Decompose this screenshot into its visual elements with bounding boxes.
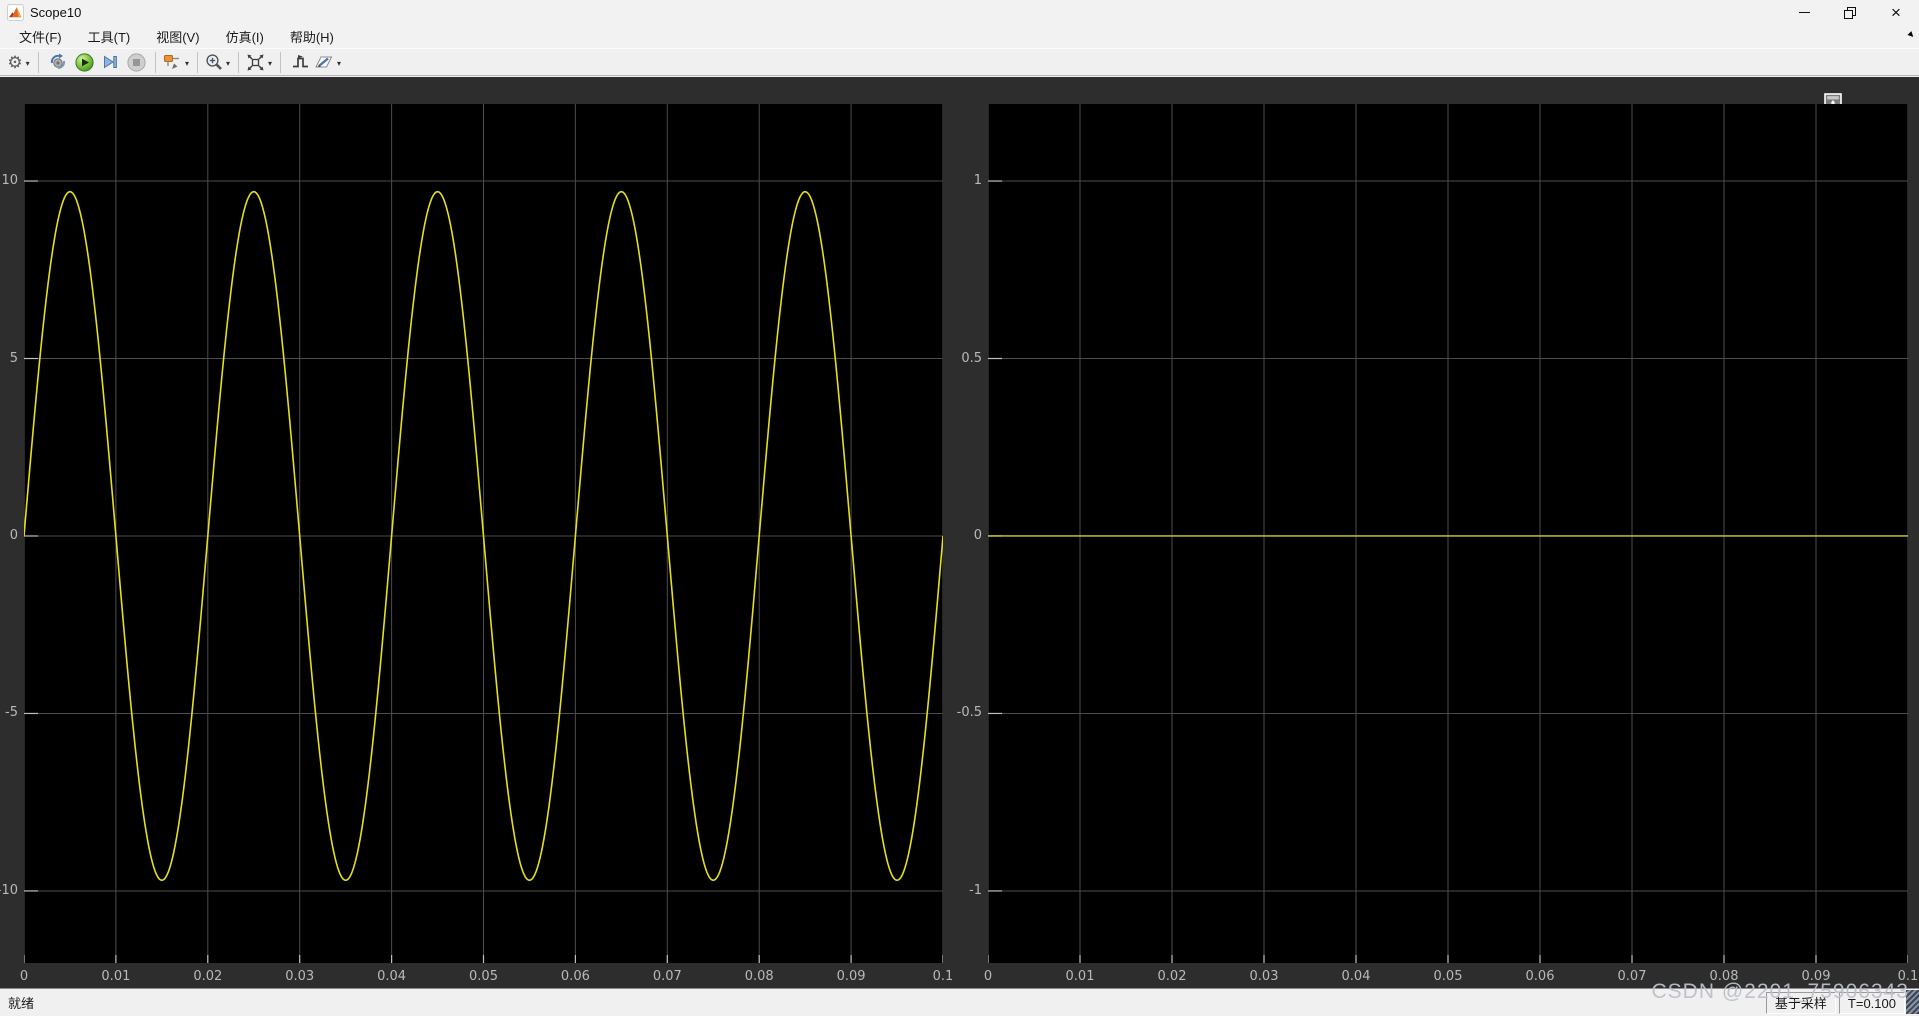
menu-overflow-arrow-icon[interactable]: ▸ <box>1905 28 1919 42</box>
x-tick-label: 0.07 <box>652 969 682 984</box>
step-forward-button[interactable] <box>98 50 122 74</box>
toolbar-separator <box>197 51 199 73</box>
title-bar: Scope10 × <box>0 0 1919 25</box>
left-scope-axes[interactable] <box>24 104 943 963</box>
x-tick-label: 0.08 <box>744 969 774 984</box>
x-tick-label: 0.04 <box>1341 969 1371 984</box>
zoom-button[interactable]: ▾ <box>205 50 231 74</box>
stop-icon <box>126 52 146 72</box>
toolbar-separator <box>155 51 156 73</box>
fit-to-view-button[interactable]: ▾ <box>246 50 273 74</box>
status-sim-time: T=0.100 <box>1838 992 1905 1014</box>
toolbar-separator <box>280 51 282 73</box>
x-tick-label: 0.01 <box>1065 969 1095 984</box>
status-bar: 就绪 基于采样 T=0.100 <box>0 988 1919 1016</box>
x-tick-label: 0.1 <box>1897 969 1919 984</box>
status-ready-text: 就绪 <box>8 996 35 1011</box>
fit-to-view-icon <box>247 54 264 70</box>
x-tick-label: 0.02 <box>193 969 223 984</box>
x-tick-label: 0.08 <box>1709 969 1739 984</box>
x-tick-label: 0.07 <box>1617 969 1647 984</box>
x-tick-label: 0.04 <box>377 969 407 984</box>
x-tick-label: 0.05 <box>1433 969 1463 984</box>
measurements-pen-icon <box>315 56 333 68</box>
fit-to-view-dropdown-icon[interactable]: ▾ <box>268 58 273 68</box>
close-button[interactable]: × <box>1891 2 1901 22</box>
menu-view[interactable]: 视图(V) <box>156 30 200 45</box>
y-tick-label: -0.5 <box>956 705 982 721</box>
window-title: Scope10 <box>30 5 82 20</box>
y-tick-label: 0.5 <box>961 350 982 366</box>
y-tick-label: 0 <box>9 527 18 543</box>
y-tick-label: 5 <box>9 350 18 366</box>
y-tick-label: 10 <box>1 173 18 189</box>
status-sample-mode: 基于采样 <box>1765 992 1836 1014</box>
trigger-button[interactable] <box>288 50 312 74</box>
x-tick-label: 0.1 <box>932 969 954 984</box>
toolbar: ⚙ ▾ <box>0 48 1919 76</box>
y-tick-label: -1 <box>969 882 982 898</box>
menu-simulation[interactable]: 仿真(I) <box>225 30 264 45</box>
menu-help[interactable]: 帮助(H) <box>289 30 334 45</box>
signal-selector-icon <box>164 55 179 69</box>
gear-icon: ⚙ <box>7 52 23 72</box>
matlab-icon <box>7 4 24 21</box>
x-tick-label: 0 <box>983 969 993 984</box>
signal-selector-dropdown-icon[interactable]: ▾ <box>185 58 190 68</box>
x-tick-label: 0.09 <box>836 969 866 984</box>
menu-bar: 文件(F) 工具(T) 视图(V) 仿真(I) 帮助(H) ▸ <box>0 25 1919 48</box>
run-button[interactable] <box>72 50 96 74</box>
zoom-in-icon <box>206 54 222 70</box>
y-tick-label: -10 <box>0 882 18 898</box>
measurements-button[interactable]: ▾ <box>314 50 342 74</box>
measurements-dropdown-icon[interactable]: ▾ <box>337 58 342 68</box>
x-tick-label: 0.05 <box>469 969 498 984</box>
stop-button[interactable] <box>124 50 148 74</box>
minimize-button[interactable] <box>1781 0 1827 25</box>
zoom-dropdown-icon[interactable]: ▾ <box>226 58 231 68</box>
scope-figure-area: 中 ’o 半 00.010.020.030.040.050.060.070.08… <box>0 77 1919 988</box>
toolbar-separator <box>38 51 39 73</box>
run-icon <box>74 52 94 72</box>
x-tick-label: 0 <box>19 969 29 984</box>
trigger-icon <box>292 55 308 68</box>
y-tick-label: -5 <box>5 705 18 721</box>
highlight-simulink-block-button[interactable] <box>46 50 70 74</box>
menu-file[interactable]: 文件(F) <box>19 30 62 45</box>
restore-icon <box>1844 6 1856 19</box>
signal-selector-button[interactable]: ▾ <box>163 50 190 74</box>
settings-dropdown-icon[interactable]: ▾ <box>25 58 30 68</box>
x-tick-label: 0.03 <box>285 969 315 984</box>
step-forward-icon <box>104 55 117 69</box>
right-scope-axes[interactable] <box>988 104 1908 963</box>
signal-trace-channel-1 <box>24 190 943 882</box>
x-tick-label: 0.09 <box>1801 969 1831 984</box>
restore-button[interactable] <box>1827 0 1873 25</box>
toolbar-separator <box>238 51 240 73</box>
y-tick-label: 0 <box>973 527 982 543</box>
y-tick-label: 1 <box>973 173 982 189</box>
menu-tools[interactable]: 工具(T) <box>87 30 131 45</box>
x-tick-label: 0.06 <box>560 969 590 984</box>
x-tick-label: 0.02 <box>1157 969 1187 984</box>
simulink-block-icon <box>50 53 65 70</box>
x-tick-label: 0.03 <box>1249 969 1279 984</box>
x-tick-label: 0.06 <box>1525 969 1555 984</box>
x-tick-label: 0.01 <box>101 969 131 984</box>
settings-button[interactable]: ⚙ ▾ <box>7 50 31 74</box>
resize-grip[interactable] <box>1906 990 1919 1014</box>
